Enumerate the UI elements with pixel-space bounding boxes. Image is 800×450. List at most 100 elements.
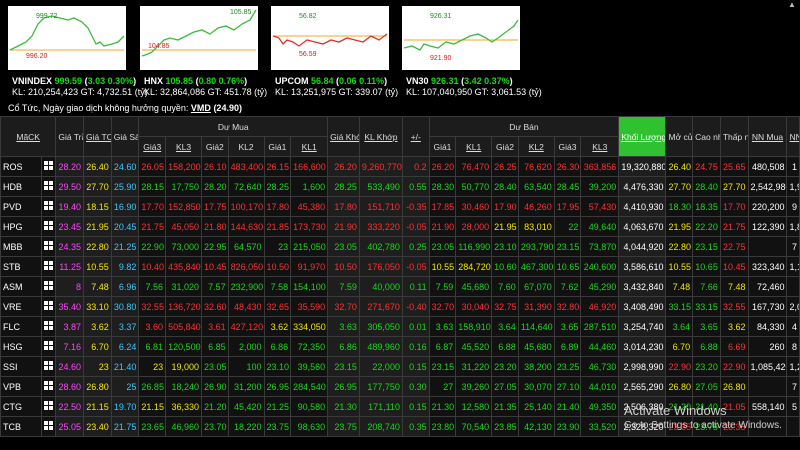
table-row[interactable]: VRE 35.40 33.10 30.80 32.55 136,720 32.60 48,43… <box>0 296 800 317</box>
cell-mo-cua: 27.70 <box>665 176 694 197</box>
cell-plus-minus: 0.15 <box>401 356 430 377</box>
header-buy-kl1[interactable]: KL1 <box>290 136 329 157</box>
cell-buy-kl1: 154,100 <box>290 276 329 297</box>
header-sell-kl1[interactable]: KL1 <box>455 136 493 157</box>
cell-cao-nhat: 33.15 <box>692 296 721 317</box>
cell-khoi-luong: 19,320,880 <box>618 156 667 177</box>
header-gia-khop[interactable]: Giá Khớp <box>327 116 360 157</box>
table-row[interactable]: TCB 25.05 23.40 21.75 23.65 46,960 23.70 18,220… <box>0 416 800 437</box>
chart-grid-icon[interactable] <box>41 156 57 177</box>
table-row[interactable]: SSI 24.60 23 21.40 23 19,000 23.05 100 23.10 39,5… <box>0 356 800 377</box>
chart-low-label: 921.90 <box>430 55 452 62</box>
cell-gia-tc: 7.48 <box>83 276 112 297</box>
table-row[interactable]: CTG 22.50 21.15 19.70 21.15 36,330 21.20 45,420… <box>0 396 800 417</box>
table-row[interactable]: ROS 28.20 26.40 24.60 26.05 158,200 26.10 483,4… <box>0 156 800 177</box>
symbol-cell[interactable]: HSG <box>0 336 43 357</box>
table-row[interactable]: VPB 28.60 26.80 25 26.85 18,240 26.90 31,200 26.… <box>0 376 800 397</box>
cell-nn-mua: 72,460 <box>747 276 788 297</box>
table-row[interactable]: HSG 7.16 6.70 6.24 6.81 120,500 6.85 2,000 6.86 7… <box>0 336 800 357</box>
cell-gia-tran: 3.87 <box>55 316 85 337</box>
cell-gia-tc: 18.15 <box>83 196 112 217</box>
header-nn-ban[interactable]: NN Bán <box>786 116 800 157</box>
cell-mo-cua: 33.15 <box>665 296 694 317</box>
header-sell-kl2[interactable]: KL2 <box>517 136 555 157</box>
symbol-cell[interactable]: HDB <box>0 176 43 197</box>
symbol-cell[interactable]: VPB <box>0 376 43 397</box>
grid-icon <box>44 281 54 290</box>
symbol-cell[interactable]: PVD <box>0 196 43 217</box>
cell-buy-kl3: 152,850 <box>165 196 202 217</box>
cell-sell-kl3: 287,510 <box>580 316 620 337</box>
header-buy-kl3[interactable]: KL3 <box>165 136 202 157</box>
chart-grid-icon[interactable] <box>41 196 57 217</box>
table-row[interactable]: MBB 24.35 22.80 21.25 22.90 73,000 22.95 64,570… <box>0 236 800 257</box>
header-ma-ck[interactable]: MãCK <box>0 116 57 157</box>
cell-gia-tc: 6.70 <box>83 336 112 357</box>
index-info-vn30: VN30 926.31 (3.42 0.37%) KL: 107,040,950 … <box>406 76 542 97</box>
cell-sell-gia2: 21.35 <box>491 396 519 417</box>
cell-plus-minus: 0.25 <box>401 236 430 257</box>
header-nn-mua[interactable]: NN Mua <box>747 116 788 157</box>
cell-gia-khop: 32.70 <box>327 296 360 317</box>
chart-grid-icon[interactable] <box>41 216 57 237</box>
header-sell-kl3[interactable]: KL3 <box>580 136 620 157</box>
symbol-cell[interactable]: STB <box>0 256 43 277</box>
cell-sell-gia1: 26.20 <box>428 156 457 177</box>
chart-grid-icon[interactable] <box>41 176 57 197</box>
symbol-cell[interactable]: MBB <box>0 236 43 257</box>
header-plus-minus[interactable]: +/- <box>401 116 430 157</box>
cell-sell-gia3: 23.15 <box>553 236 582 257</box>
index-chart-upcom[interactable]: 56.82 56.59 <box>271 6 389 70</box>
chart-grid-icon[interactable] <box>41 296 57 317</box>
cell-buy-gia1: 6.86 <box>263 336 292 357</box>
symbol-cell[interactable]: SSI <box>0 356 43 377</box>
index-value: 56.84 <box>311 76 334 86</box>
symbol-cell[interactable]: FLC <box>0 316 43 337</box>
cell-buy-gia1: 26.15 <box>263 156 292 177</box>
cell-sell-kl3: 46,730 <box>580 356 620 377</box>
table-row[interactable]: FLC 3.87 3.62 3.37 3.60 505,840 3.61 427,120 3.6… <box>0 316 800 337</box>
symbol-cell[interactable]: CTG <box>0 396 43 417</box>
table-row[interactable]: STB 11.25 10.55 9.82 10.40 435,840 10.45 826,05… <box>0 256 800 277</box>
unit-label: (tỷ) <box>528 87 542 97</box>
cell-cao-nhat: 23.15 <box>692 236 721 257</box>
symbol-cell[interactable]: HPG <box>0 216 43 237</box>
chart-grid-icon[interactable] <box>41 376 57 397</box>
cell-sell-gia1: 21.90 <box>428 216 457 237</box>
table-row[interactable]: PVD 19.40 18.15 16.90 17.70 152,850 17.75 100,1… <box>0 196 800 217</box>
cell-buy-kl1: 72,350 <box>290 336 329 357</box>
cell-buy-kl3: 136,720 <box>165 296 202 317</box>
index-chart-vnindex[interactable]: 999.72 996.20 <box>8 6 126 70</box>
cell-gia-tran: 24.35 <box>55 236 85 257</box>
cell-cao-nhat: 6.88 <box>692 336 721 357</box>
cell-sell-gia2: 23.10 <box>491 236 519 257</box>
index-chart-vn30[interactable]: 926.31 921.90 <box>402 6 520 70</box>
index-chart-hnx[interactable]: 105.85 104.85 <box>140 6 258 70</box>
table-row[interactable]: HDB 29.50 27.70 25.90 28.15 17,750 28.20 72,640… <box>0 176 800 197</box>
header-khoi-luong-sort[interactable]: Khối Lượng ⇅ <box>618 116 667 157</box>
chart-grid-icon[interactable] <box>41 336 57 357</box>
symbol-cell[interactable]: ROS <box>0 156 43 177</box>
symbol-cell[interactable]: ASM <box>0 276 43 297</box>
cell-buy-kl3: 120,500 <box>165 336 202 357</box>
symbol-cell[interactable]: VRE <box>0 296 43 317</box>
chart-grid-icon[interactable] <box>41 356 57 377</box>
symbol-cell[interactable]: TCB <box>0 416 43 437</box>
chart-grid-icon[interactable] <box>41 396 57 417</box>
chart-grid-icon[interactable] <box>41 416 57 437</box>
header-buy-gia3[interactable]: Giá3 <box>138 136 167 157</box>
grid-icon <box>44 201 54 210</box>
scroll-up-icon[interactable]: ▲ <box>788 0 796 9</box>
cell-buy-kl1: 166,600 <box>290 156 329 177</box>
cell-sell-kl2: 42,130 <box>517 416 555 437</box>
dividend-symbol-link[interactable]: VMD <box>190 103 211 113</box>
chart-grid-icon[interactable] <box>41 316 57 337</box>
header-kl-khop[interactable]: KL Khớp <box>358 116 403 157</box>
chart-grid-icon[interactable] <box>41 276 57 297</box>
chart-grid-icon[interactable] <box>41 256 57 277</box>
header-gia-tc[interactable]: Giá TC <box>83 116 112 157</box>
cell-gia-khop: 21.30 <box>327 396 360 417</box>
chart-grid-icon[interactable] <box>41 236 57 257</box>
table-row[interactable]: HPG 23.45 21.95 20.45 21.75 45,050 21.80 144,63… <box>0 216 800 237</box>
table-row[interactable]: ASM 8 7.48 6.96 7.56 31,020 7.57 232,900 7.58 154… <box>0 276 800 297</box>
